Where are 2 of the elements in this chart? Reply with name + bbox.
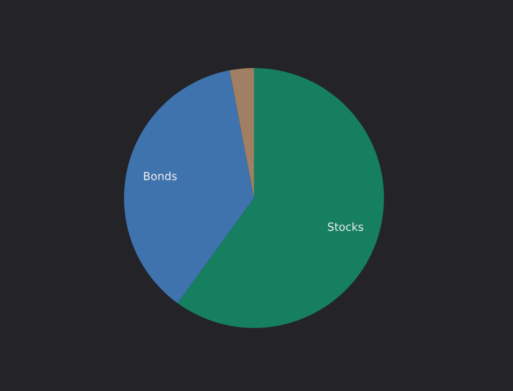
slice-label: Bonds: [144, 172, 177, 180]
slice-label: Stocks: [328, 222, 364, 231]
